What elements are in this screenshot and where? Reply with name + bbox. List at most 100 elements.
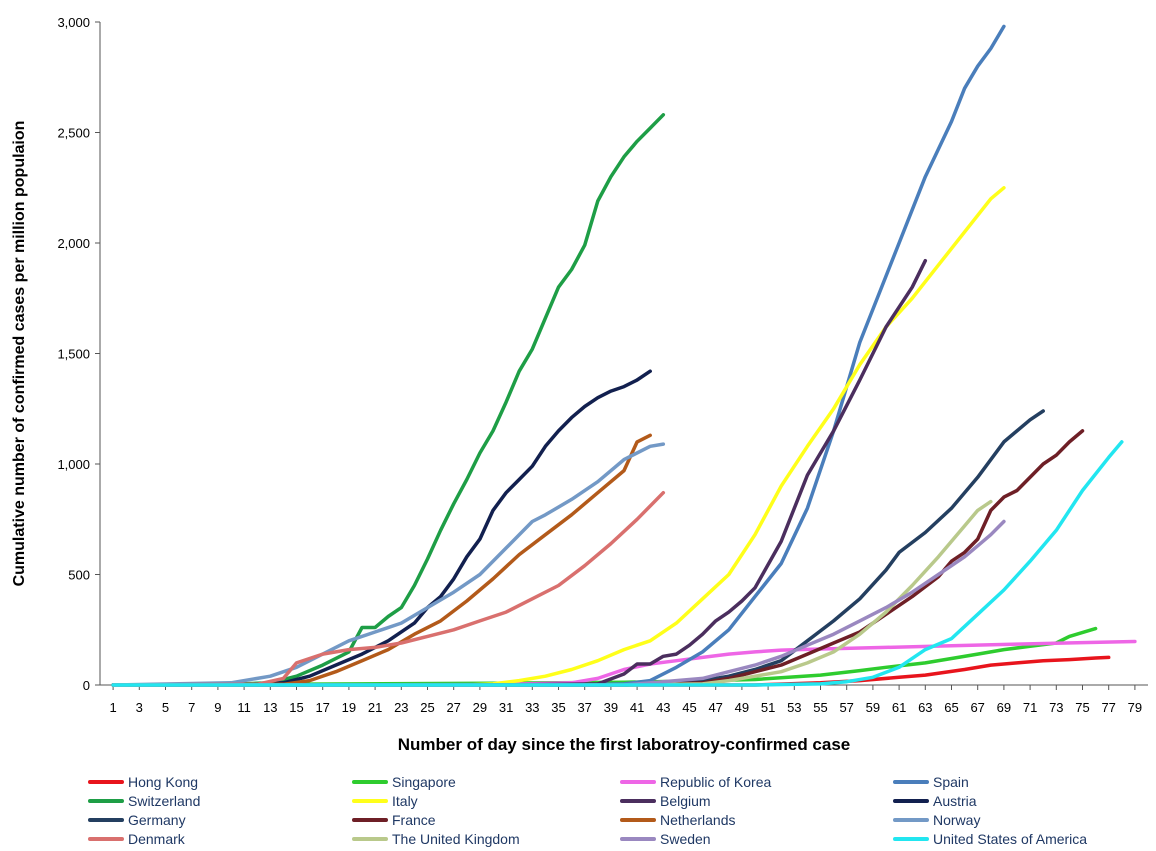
legend-label: France — [392, 812, 436, 828]
y-tick-label: 500 — [68, 568, 90, 583]
legend-item-netherlands: Netherlands — [620, 810, 736, 830]
x-tick-label: 73 — [1049, 700, 1063, 715]
series-line-italy — [111, 186, 1006, 687]
legend-swatch — [893, 837, 929, 841]
x-tick-label: 65 — [944, 700, 958, 715]
x-tick-label: 5 — [162, 700, 169, 715]
x-tick-label: 33 — [525, 700, 539, 715]
x-tick-label: 71 — [1023, 700, 1037, 715]
legend-item-hong-kong: Hong Kong — [88, 772, 198, 792]
legend-swatch — [352, 780, 388, 784]
series-line-republic-of-korea — [111, 639, 1137, 687]
series-line-norway — [111, 442, 666, 687]
legend-swatch — [893, 799, 929, 803]
legend-label: Denmark — [128, 831, 185, 847]
legend-label: United States of America — [933, 831, 1088, 847]
x-tick-label: 43 — [656, 700, 670, 715]
series-line-the-united-kingdom — [111, 499, 993, 687]
x-tick-label: 7 — [188, 700, 195, 715]
x-tick-label: 57 — [839, 700, 853, 715]
legend-swatch — [620, 780, 656, 784]
series-line-switzerland — [111, 113, 666, 687]
series-line-netherlands — [111, 433, 652, 687]
x-tick-label: 61 — [892, 700, 906, 715]
legend-label: Spain — [933, 774, 969, 790]
y-tick-label: 2,000 — [57, 236, 90, 251]
x-tick-label: 29 — [473, 700, 487, 715]
x-tick-label: 37 — [577, 700, 591, 715]
x-tick-label: 77 — [1101, 700, 1115, 715]
legend-item-sweden: Sweden — [620, 829, 711, 849]
legend-label: Sweden — [660, 831, 711, 847]
x-tick-label: 25 — [420, 700, 434, 715]
x-tick-label: 39 — [604, 700, 618, 715]
x-tick-label: 53 — [787, 700, 801, 715]
legend-swatch — [352, 818, 388, 822]
legend-item-singapore: Singapore — [352, 772, 456, 792]
legend-label: Belgium — [660, 793, 711, 809]
x-tick-label: 59 — [866, 700, 880, 715]
y-axis-label: Cumulative number of confirmed cases per… — [11, 121, 28, 587]
y-tick-label: 1,000 — [57, 457, 90, 472]
x-tick-label: 9 — [214, 700, 221, 715]
x-tick-label: 23 — [394, 700, 408, 715]
series-line-germany — [111, 409, 1045, 687]
series-line-spain — [111, 24, 1006, 687]
series-line-belgium — [111, 258, 928, 687]
legend-item-denmark: Denmark — [88, 829, 185, 849]
legend-label: Republic of Korea — [660, 774, 772, 790]
x-tick-label: 63 — [918, 700, 932, 715]
legend-label: Singapore — [392, 774, 456, 790]
x-tick-label: 3 — [136, 700, 143, 715]
legend-item-germany: Germany — [88, 810, 186, 830]
legend-swatch — [88, 780, 124, 784]
legend-item-norway: Norway — [893, 810, 980, 830]
y-tick-label: 3,000 — [57, 15, 90, 30]
series-line-united-states-of-america — [111, 440, 1124, 687]
legend-swatch — [88, 799, 124, 803]
series-line-austria — [111, 369, 652, 687]
x-tick-label: 79 — [1128, 700, 1142, 715]
x-tick-label: 69 — [997, 700, 1011, 715]
legend-item-italy: Italy — [352, 791, 418, 811]
y-tick-label: 1,500 — [57, 347, 90, 362]
legend-item-united-states-of-america: United States of America — [893, 829, 1087, 849]
x-tick-label: 49 — [735, 700, 749, 715]
legend-swatch — [620, 837, 656, 841]
x-axis-label: Number of day since the first laboratroy… — [398, 735, 851, 754]
legend-swatch — [620, 799, 656, 803]
x-tick-label: 27 — [446, 700, 460, 715]
legend-swatch — [893, 780, 929, 784]
legend-swatch — [352, 837, 388, 841]
x-tick-label: 35 — [551, 700, 565, 715]
legend-item-belgium: Belgium — [620, 791, 711, 811]
y-tick-label: 2,500 — [57, 126, 90, 141]
x-tick-label: 31 — [499, 700, 513, 715]
legend-swatch — [620, 818, 656, 822]
series-line-denmark — [111, 490, 666, 687]
legend-item-the-united-kingdom: The United Kingdom — [352, 829, 520, 849]
x-tick-label: 67 — [970, 700, 984, 715]
legend-label: The United Kingdom — [392, 831, 520, 847]
x-tick-label: 21 — [368, 700, 382, 715]
legend-item-switzerland: Switzerland — [88, 791, 200, 811]
series-lines — [111, 24, 1137, 687]
series-line-sweden — [111, 519, 1006, 687]
x-tick-label: 19 — [342, 700, 356, 715]
series-line-france — [111, 429, 1085, 687]
legend-label: Switzerland — [128, 793, 201, 809]
x-tick-label: 51 — [761, 700, 775, 715]
legend-swatch — [88, 837, 124, 841]
legend-label: Hong Kong — [128, 774, 199, 790]
legend-label: Norway — [933, 812, 981, 828]
x-tick-label: 11 — [237, 700, 251, 715]
legend-label: Italy — [392, 793, 418, 809]
x-tick-label: 13 — [263, 700, 277, 715]
x-tick-label: 15 — [289, 700, 303, 715]
y-tick-label: 0 — [83, 678, 90, 693]
legend-label: Germany — [128, 812, 186, 828]
legend-item-spain: Spain — [893, 772, 969, 792]
legend-label: Netherlands — [660, 812, 736, 828]
